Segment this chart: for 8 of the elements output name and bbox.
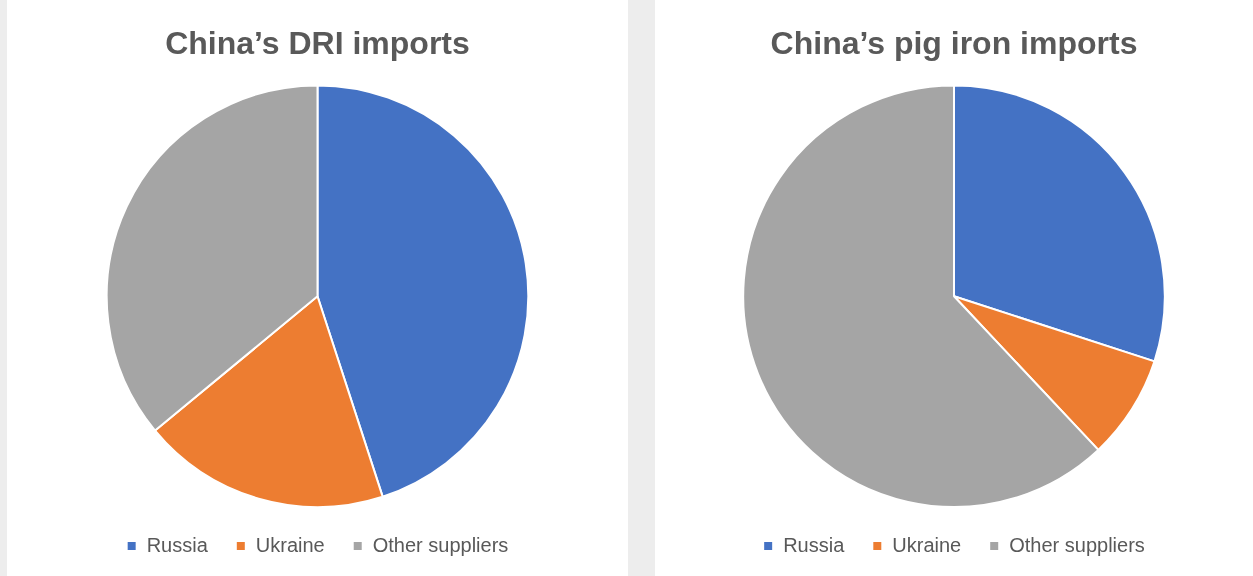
chart-title: China’s pig iron imports [770, 25, 1138, 62]
legend-label: Russia [783, 533, 846, 556]
legend-label: Ukraine [255, 533, 325, 556]
legend-label: Other suppliers [1009, 533, 1145, 556]
legend-label: Other suppliers [372, 533, 509, 556]
legend-label: Ukraine [892, 533, 962, 556]
chart-title: China’s DRI imports [165, 25, 470, 62]
legend-label: Russia [146, 533, 209, 556]
